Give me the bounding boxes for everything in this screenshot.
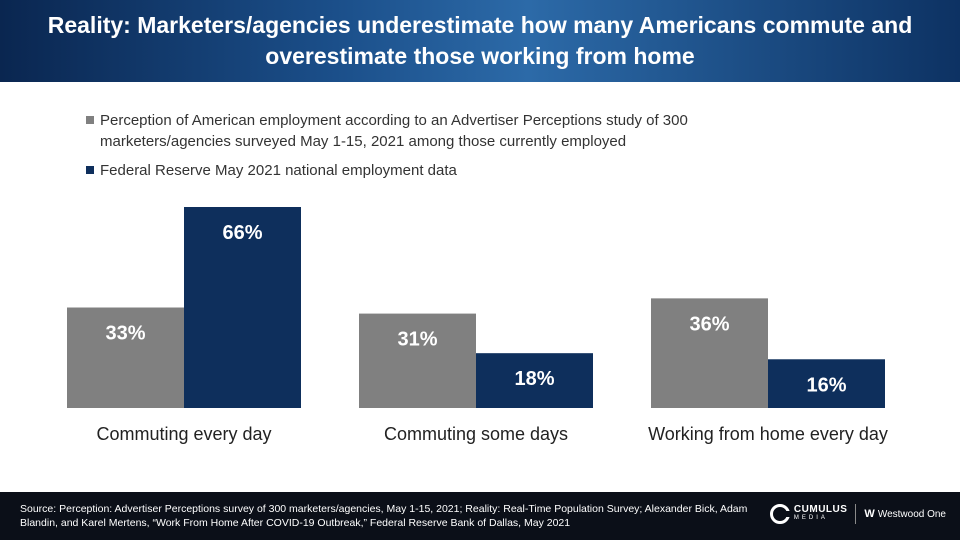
title-banner: Reality: Marketers/agencies underestimat…: [0, 0, 960, 82]
cumulus-logo-text: CUMULUS: [793, 504, 848, 515]
legend-label-federal-reserve: Federal Reserve May 2021 national employ…: [100, 162, 457, 179]
bar-federal-reserve-1: [476, 353, 593, 408]
bar-perception-2: [651, 298, 768, 408]
source-note: Source: Perception: Advertiser Perceptio…: [20, 503, 748, 529]
cumulus-c-icon: [769, 504, 790, 524]
data-label-perception-1: 31%: [397, 329, 437, 351]
legend-label-perception: Perception of American employment accord…: [100, 112, 688, 150]
bar-federal-reserve-0: [184, 207, 301, 408]
westwood-one-logo: W Westwood One: [864, 508, 946, 520]
logo-divider: [855, 504, 857, 524]
category-label-1: Commuting some days: [384, 424, 568, 444]
data-label-perception-2: 36%: [689, 313, 729, 335]
category-label-0: Commuting every day: [96, 424, 271, 444]
westwood-w-icon: W: [864, 508, 875, 520]
legend-swatch-perception: [86, 116, 94, 124]
footer-bar: Source: Perception: Advertiser Perceptio…: [0, 492, 960, 540]
legend-item-perception: Perception of American employment accord…: [86, 110, 806, 152]
data-label-perception-0: 33%: [105, 323, 145, 345]
westwood-logo-text: Westwood One: [877, 508, 946, 520]
cumulus-media-logo: CUMULUS MEDIA: [769, 504, 848, 524]
data-label-federal-reserve-1: 18%: [514, 368, 554, 390]
legend-swatch-federal-reserve: [86, 166, 94, 174]
slide-title: Reality: Marketers/agencies underestimat…: [47, 12, 913, 69]
cumulus-logo-subtext: MEDIA: [793, 515, 828, 521]
legend-item-federal-reserve: Federal Reserve May 2021 national employ…: [86, 160, 806, 181]
bar-chart: 33% 66% Commuting every day 31% 18% Commuting…: [67, 207, 888, 444]
category-label-2: Working from home every day: [648, 424, 888, 444]
bar-perception-1: [359, 313, 476, 408]
bar-perception-0: [67, 307, 184, 408]
data-label-federal-reserve-2: 16%: [806, 374, 846, 396]
data-label-federal-reserve-0: 66%: [222, 222, 262, 244]
legend: Perception of American employment accord…: [86, 110, 806, 189]
bar-federal-reserve-2: [768, 359, 885, 408]
logos: CUMULUS MEDIA W Westwood One: [769, 504, 946, 524]
